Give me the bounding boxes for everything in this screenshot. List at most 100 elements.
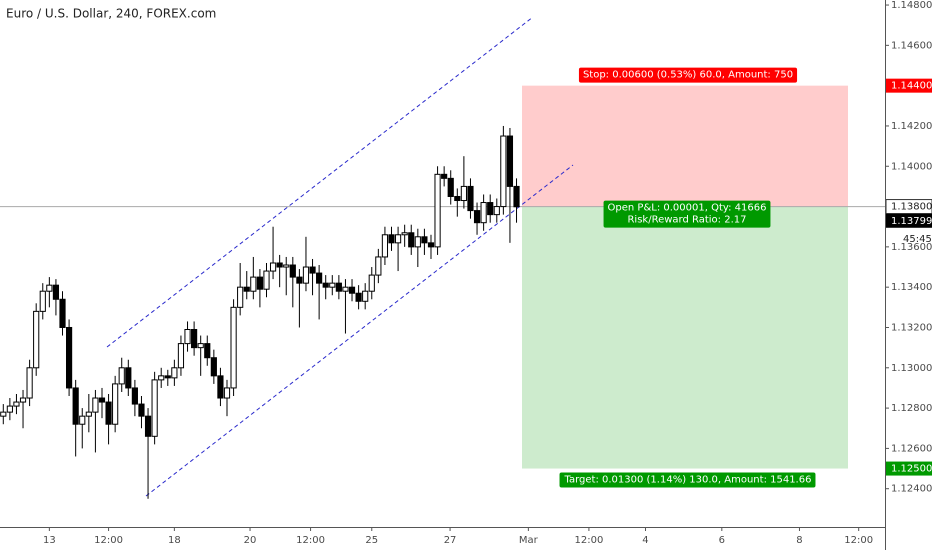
- candle-body: [454, 195, 461, 202]
- candle-body: [506, 135, 514, 187]
- candle-body: [381, 234, 389, 258]
- position-zones: [0, 85, 885, 469]
- candle-body: [493, 206, 500, 216]
- candles: [0, 125, 520, 499]
- candle-body: [26, 367, 33, 399]
- candle-body: [250, 276, 257, 292]
- candle-body: [39, 290, 46, 312]
- candle-body: [210, 357, 217, 377]
- y-tick-label: 1.13600: [891, 242, 932, 253]
- candle-body: [0, 411, 7, 417]
- candle-body: [408, 232, 415, 248]
- x-tick-label: 20: [244, 535, 257, 546]
- candle-body: [421, 236, 428, 244]
- target-label-box: [559, 472, 816, 488]
- target-price-label: 1.12500: [891, 464, 932, 475]
- candle-body: [289, 264, 296, 278]
- candle-body: [487, 202, 494, 216]
- y-tick-label: 1.12600: [891, 443, 932, 454]
- candle-body: [243, 286, 250, 292]
- candle-body: [401, 232, 408, 236]
- ratio-label: Risk/Reward Ratio: 2.17: [627, 215, 746, 226]
- candle-body: [85, 411, 92, 417]
- candle-body: [144, 415, 152, 437]
- candle-body: [388, 234, 395, 244]
- channel-lower: [145, 164, 574, 497]
- candle-body: [171, 367, 178, 379]
- candle-body: [131, 387, 138, 405]
- candle-body: [427, 242, 435, 248]
- entry-price-label: 1.13800: [891, 202, 932, 213]
- chart-title: Euro / U.S. Dollar, 240, FOREX.com: [6, 7, 216, 21]
- candle-body: [177, 343, 185, 369]
- target-zone: [522, 206, 848, 469]
- candle-body: [184, 329, 191, 345]
- candle-body: [434, 173, 441, 248]
- candle-body: [98, 397, 106, 403]
- candle-body: [237, 286, 244, 308]
- x-tick-label: 27: [444, 535, 457, 546]
- candle-body: [19, 397, 27, 403]
- candle-body: [375, 256, 382, 276]
- x-tick-label: 12:00: [296, 535, 325, 546]
- candle-body: [309, 266, 316, 274]
- candle-body: [59, 298, 66, 328]
- y-tick-label: 1.14000: [891, 161, 932, 172]
- candle-body: [256, 276, 263, 290]
- x-tick-label: 12:00: [574, 535, 603, 546]
- candle-body: [125, 367, 132, 389]
- y-tick-label: 1.13400: [891, 282, 932, 293]
- candle-body: [329, 282, 336, 288]
- y-tick-label: 1.12400: [891, 484, 932, 495]
- target-label: Target: 0.01300 (1.14%) 130.0, Amount: 1…: [564, 475, 812, 486]
- candle-body: [105, 401, 112, 425]
- candle-body: [269, 262, 277, 272]
- y-tick-label: 1.13000: [891, 363, 932, 374]
- pnl-label-box: [603, 200, 771, 228]
- candle-body: [33, 310, 40, 369]
- candle-body: [480, 202, 487, 224]
- candle-body: [414, 236, 421, 248]
- candle-body: [467, 185, 474, 212]
- labels: 1.12400 1.12600 1.12800 1.13000 1.13200 1.134…: [43, 0, 932, 546]
- x-tick-label: 12:00: [94, 535, 123, 546]
- candle-body: [276, 262, 283, 268]
- candle-body: [118, 367, 125, 385]
- y-tick-label: 1.13200: [891, 322, 932, 333]
- candle-body: [500, 135, 507, 208]
- stop-price-label-box: [886, 78, 932, 93]
- last-price-label-box: [886, 213, 932, 228]
- candle-body: [6, 405, 13, 413]
- pnl-label: Open P&L: 0.00001, Qty: 41666: [608, 203, 767, 214]
- candle-body: [460, 185, 467, 202]
- candle-body: [394, 234, 402, 244]
- candle-body: [362, 290, 369, 302]
- countdown: 45:45: [903, 234, 932, 245]
- candle-body: [348, 286, 356, 294]
- candle-body: [52, 284, 60, 300]
- y-tick-label: 1.14600: [891, 40, 932, 51]
- candle-body: [322, 282, 329, 288]
- candle-body: [112, 383, 119, 425]
- candle-body: [230, 306, 237, 389]
- candle-body: [13, 401, 20, 407]
- candle-body: [204, 343, 211, 359]
- candle-body: [316, 272, 323, 284]
- x-tick-label: Mar: [519, 535, 539, 546]
- candle-body: [302, 266, 310, 284]
- candle-body: [223, 387, 231, 399]
- candle-body: [263, 270, 270, 290]
- x-tick-label: 4: [642, 535, 648, 546]
- candle-body: [65, 326, 73, 389]
- candle-body: [447, 177, 454, 197]
- candle-body: [158, 375, 165, 381]
- y-tick-label: 1.14200: [891, 121, 932, 132]
- candle-body: [79, 415, 86, 425]
- x-tick-label: 8: [796, 535, 802, 546]
- x-tick-label: 12:00: [844, 535, 873, 546]
- candle-body: [151, 379, 158, 437]
- stop-label: Stop: 0.00600 (0.53%) 60.0, Amount: 750: [583, 70, 793, 81]
- stop-label-box: [578, 67, 798, 83]
- x-tick-label: 13: [43, 535, 56, 546]
- y-tick-label: 1.14800: [891, 0, 932, 11]
